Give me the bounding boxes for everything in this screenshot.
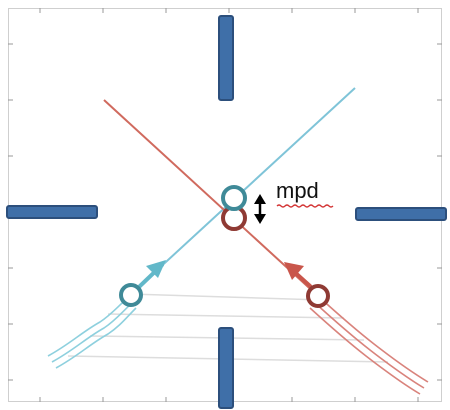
diagonal-line-red	[103, 99, 319, 297]
red-circle-lower	[306, 284, 330, 308]
bar-left	[6, 205, 98, 219]
hatch-line	[107, 313, 345, 319]
spellcheck-squiggle	[276, 204, 334, 208]
mpd-label: mpd	[276, 178, 319, 203]
teal-arrow-icon	[138, 260, 166, 288]
red-wave-bundle	[309, 295, 429, 395]
bar-top	[218, 15, 234, 101]
vertical-double-arrow-icon	[254, 194, 266, 224]
red-arrow-icon	[284, 262, 312, 288]
bar-right	[355, 207, 447, 221]
bar-bottom	[218, 327, 234, 409]
teal-circle-center	[221, 185, 247, 211]
teal-circle-lower	[119, 283, 143, 307]
teal-wave-bundle	[47, 295, 137, 369]
hatch-line	[129, 293, 323, 301]
